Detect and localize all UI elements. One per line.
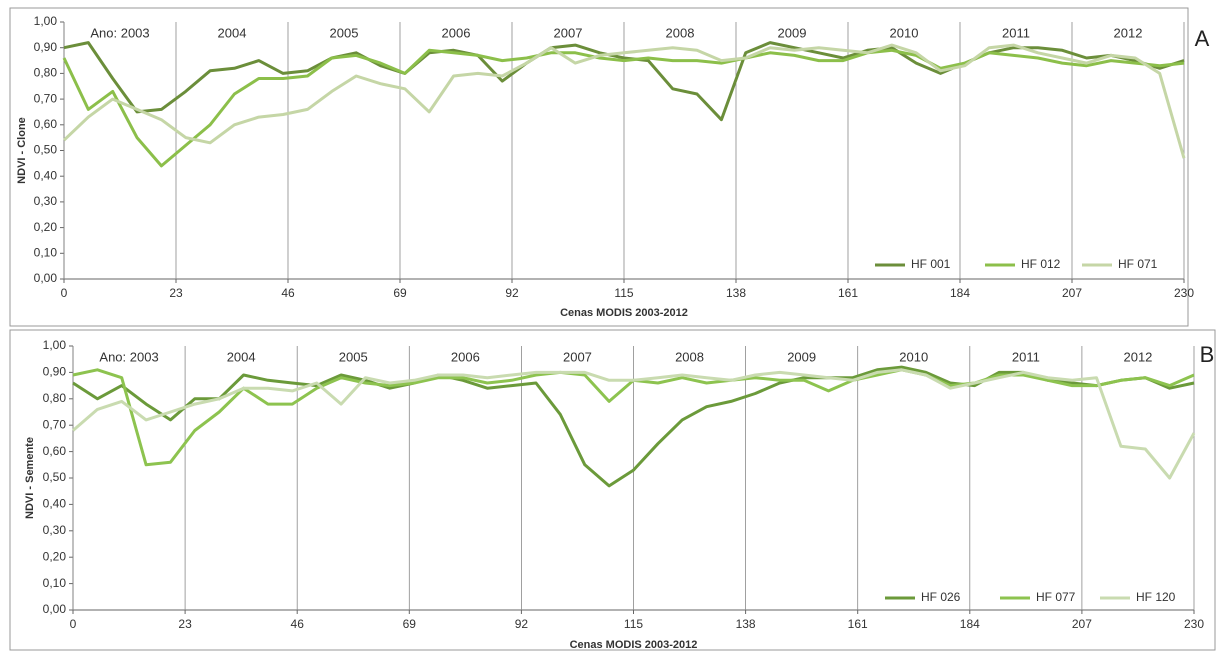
- x-axis-title: Cenas MODIS 2003-2012: [570, 639, 698, 651]
- x-tick-label: 184: [960, 617, 980, 631]
- legend-label: HF 077: [1036, 590, 1076, 604]
- x-tick-label: 0: [70, 617, 77, 631]
- y-tick-label: 0,00: [43, 602, 67, 616]
- x-tick-label: 23: [178, 617, 192, 631]
- y-tick-label: 0,20: [34, 220, 58, 234]
- y-tick-label: 0,80: [34, 66, 58, 80]
- x-tick-label: 138: [726, 286, 746, 300]
- series-line: [72, 365, 1195, 488]
- y-tick-label: 0,90: [43, 365, 67, 379]
- year-label: 2009: [778, 25, 807, 40]
- x-tick-label: 92: [505, 286, 519, 300]
- year-label: 2012: [1123, 349, 1152, 364]
- year-label: 2005: [339, 349, 368, 364]
- y-tick-label: 0,80: [43, 391, 67, 405]
- legend-label: HF 012: [1021, 257, 1061, 271]
- y-tick-label: 0,10: [43, 576, 67, 590]
- legend-label: HF 026: [921, 590, 961, 604]
- y-tick-label: 0,10: [34, 245, 58, 259]
- x-tick-label: 115: [614, 286, 633, 300]
- series-line: [62, 43, 1186, 159]
- panel-frame: [9, 7, 1189, 327]
- year-label: 2010: [890, 25, 919, 40]
- x-tick-label: 161: [838, 286, 858, 300]
- y-tick-label: 0,20: [43, 549, 67, 563]
- x-tick-label: 230: [1174, 286, 1194, 300]
- year-label: 2004: [218, 25, 247, 40]
- year-label: 2007: [554, 25, 583, 40]
- panel-label: B: [1200, 342, 1215, 367]
- x-tick-label: 230: [1184, 617, 1204, 631]
- y-tick-label: 0,60: [43, 444, 67, 458]
- x-tick-label: 161: [848, 617, 868, 631]
- series-line: [72, 368, 1196, 480]
- y-tick-label: 0,40: [34, 168, 58, 182]
- y-axis-title: NDVI - Semente: [24, 437, 36, 519]
- year-label: 2012: [1114, 25, 1143, 40]
- year-label: 2006: [442, 25, 471, 40]
- x-tick-label: 46: [281, 286, 295, 300]
- panel-frame: [9, 329, 1216, 651]
- x-tick-label: 207: [1072, 617, 1092, 631]
- legend-label: HF 001: [911, 257, 951, 271]
- year-label: Ano: 2003: [90, 25, 149, 40]
- y-tick-label: 0,70: [43, 417, 67, 431]
- x-tick-label: 46: [291, 617, 305, 631]
- y-tick-label: 0,50: [34, 143, 58, 157]
- series-line: [62, 48, 1185, 168]
- year-label: Ano: 2003: [99, 349, 158, 364]
- panel-label: A: [1195, 26, 1210, 51]
- x-tick-label: 69: [393, 286, 407, 300]
- y-tick-label: 0,70: [34, 91, 58, 105]
- x-tick-label: 0: [61, 286, 68, 300]
- x-tick-label: 207: [1062, 286, 1082, 300]
- y-tick-label: 0,60: [34, 117, 58, 131]
- year-label: 2010: [899, 349, 928, 364]
- y-tick-label: 1,00: [43, 338, 67, 352]
- x-tick-label: 69: [403, 617, 417, 631]
- y-tick-label: 0,30: [34, 194, 58, 208]
- legend-label: HF 071: [1118, 257, 1158, 271]
- x-tick-label: 92: [515, 617, 529, 631]
- y-tick-label: 0,40: [43, 497, 67, 511]
- x-tick-label: 23: [169, 286, 183, 300]
- y-tick-label: 0,00: [34, 271, 58, 285]
- x-axis-title: Cenas MODIS 2003-2012: [560, 307, 688, 319]
- year-label: 2006: [451, 349, 480, 364]
- y-tick-label: 1,00: [34, 14, 58, 28]
- year-label: 2004: [227, 349, 256, 364]
- y-tick-label: 0,50: [43, 470, 67, 484]
- year-label: 2008: [675, 349, 704, 364]
- year-label: 2009: [787, 349, 816, 364]
- y-tick-label: 0,30: [43, 523, 67, 537]
- year-label: 2011: [1002, 25, 1030, 40]
- year-label: 2007: [563, 349, 592, 364]
- year-label: 2005: [330, 25, 359, 40]
- series-line: [63, 41, 1185, 122]
- y-axis-title: NDVI - Clone: [16, 117, 28, 184]
- x-tick-label: 184: [950, 286, 970, 300]
- y-tick-label: 0,90: [34, 40, 58, 54]
- x-tick-label: 115: [624, 617, 643, 631]
- year-label: 2008: [666, 25, 695, 40]
- legend-label: HF 120: [1136, 590, 1176, 604]
- year-label: 2011: [1012, 349, 1040, 364]
- x-tick-label: 138: [736, 617, 756, 631]
